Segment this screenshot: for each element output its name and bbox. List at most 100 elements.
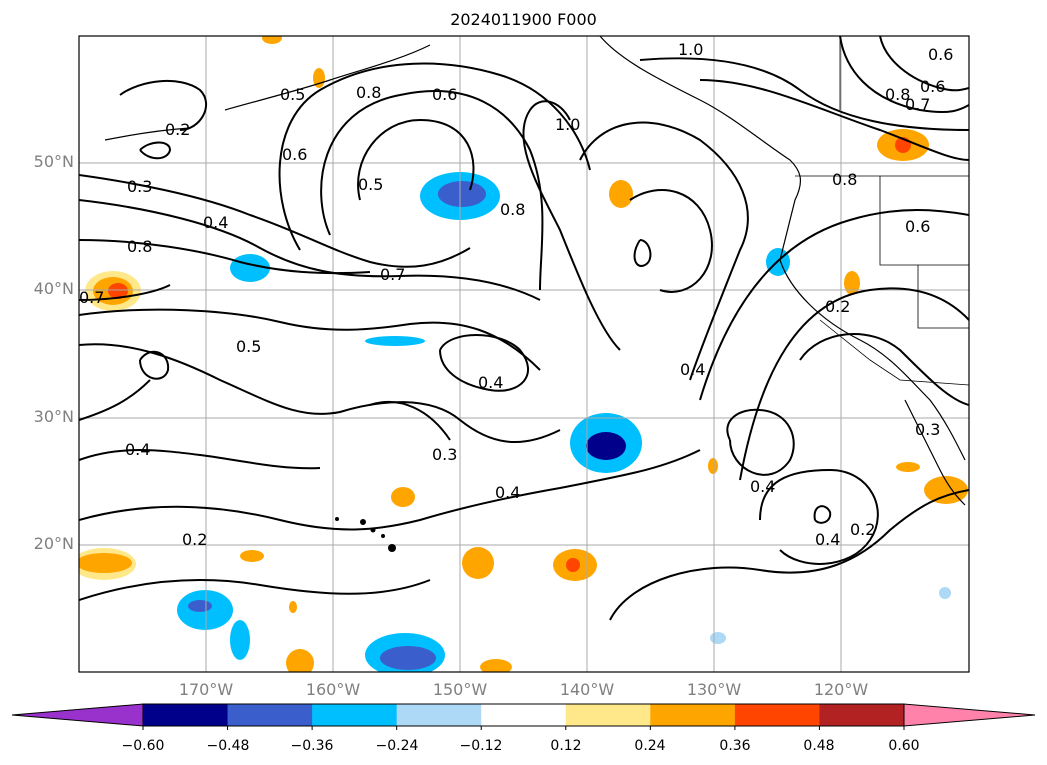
anomaly-blob [844, 271, 860, 295]
contour-line [79, 199, 541, 301]
contour-line [879, 36, 969, 92]
lon-label-130w: 130°W [686, 680, 742, 699]
lat-label-20n: 20°N [33, 534, 74, 553]
colorbar-tick-label: −0.48 [206, 738, 250, 754]
island [381, 534, 385, 538]
map-frame-content: 0.2 0.5 0.6 0.8 0.6 1.0 1.0 0.6 0.7 0.8 … [79, 36, 969, 672]
contour-line [726, 408, 795, 476]
colorbar-tick-label: 0.24 [634, 738, 666, 754]
contour-line [579, 121, 749, 381]
anomaly-blob [230, 620, 250, 660]
colorbar-segment [396, 704, 482, 726]
lat-label-30n: 30°N [33, 407, 74, 426]
contour-label: 0.2 [850, 520, 875, 539]
colorbar-segment [734, 704, 820, 726]
contour-line [369, 400, 451, 441]
map-border [78, 35, 970, 673]
contour-line [609, 489, 969, 621]
contour-label: 0.8 [356, 83, 381, 102]
colorbar-tick-label: 0.60 [888, 738, 920, 754]
shaded-anomalies [79, 36, 968, 672]
contour-line [79, 284, 171, 301]
colorbar-extend-max [903, 703, 1036, 727]
contour-line [79, 174, 471, 268]
colorbar-tick-label: 0.36 [719, 738, 751, 754]
island [388, 544, 396, 552]
contour-lines [79, 36, 969, 621]
anomaly-blob [586, 432, 626, 460]
contour-line [813, 505, 832, 524]
contour-line [699, 209, 969, 401]
colorbar-outline [142, 703, 905, 727]
contour-label: 0.6 [905, 217, 930, 236]
contour-label: 0.5 [236, 337, 261, 356]
anomaly-blob [939, 587, 951, 599]
contour-line [739, 287, 969, 481]
contour-label: 0.8 [127, 237, 152, 256]
border-line [819, 319, 969, 386]
colorbar-segment [819, 704, 905, 726]
contour-label: 0.5 [358, 175, 383, 194]
colorbar-segment [312, 704, 398, 726]
colorbar-tick-label: −0.36 [290, 738, 334, 754]
coastline [104, 127, 191, 141]
contour-line [79, 449, 701, 531]
contour-label: 0.4 [750, 477, 775, 496]
contour-label: 0.3 [915, 420, 940, 439]
contour-label: 0.8 [500, 200, 525, 219]
anomaly-blob [609, 180, 633, 208]
contour-label: 0.6 [928, 45, 953, 64]
contour-line [119, 79, 207, 131]
lat-label-40n: 40°N [33, 279, 74, 298]
contour-label: 0.5 [280, 85, 305, 104]
contour-label: 0.2 [825, 297, 850, 316]
contour-line [759, 468, 879, 565]
island [335, 517, 339, 521]
coastline [224, 44, 431, 111]
anomaly-blob [566, 558, 580, 572]
anomaly-blob [79, 553, 132, 573]
lon-label-140w: 140°W [559, 680, 615, 699]
contour-label: 0.3 [432, 445, 457, 464]
colorbar-tick-label: 0.12 [550, 738, 582, 754]
contour-line [79, 379, 151, 421]
map-title: 2024011900 F000 [450, 10, 597, 29]
colorbar-extend-min [11, 703, 144, 727]
colorbar-segment [143, 704, 229, 726]
contour-line [320, 90, 544, 291]
contour-line [699, 79, 969, 161]
anomaly-blob [188, 600, 212, 612]
colorbar-segment [565, 704, 651, 726]
contour-label: 0.6 [432, 85, 457, 104]
lon-label-160w: 160°W [305, 680, 361, 699]
contour-label: 0.4 [478, 373, 503, 392]
contour-label: 0.8 [832, 170, 857, 189]
contour-label: 0.2 [165, 120, 190, 139]
contour-line [79, 308, 541, 371]
contour-label: 0.4 [125, 440, 150, 459]
lon-label-120w: 120°W [813, 680, 869, 699]
contour-line [79, 579, 431, 601]
contour-line [639, 57, 969, 131]
border-line [879, 176, 969, 266]
contour-label: 0.7 [79, 288, 104, 307]
anomaly-blob [262, 36, 282, 44]
contour-line [139, 350, 170, 380]
contour-label: 0.6 [920, 77, 945, 96]
island [360, 519, 366, 525]
contour-label: 0.7 [380, 265, 405, 284]
anomaly-blob [240, 550, 264, 562]
contour-label: 0.4 [680, 360, 705, 379]
coastlines [104, 36, 966, 506]
contour-line [439, 334, 530, 392]
contour-label: 0.7 [905, 95, 930, 114]
coastline [904, 399, 966, 506]
anomaly-blob [708, 458, 718, 474]
anomaly-blob [391, 487, 415, 507]
contour-label: 1.0 [678, 40, 703, 59]
contour-label: 0.4 [495, 483, 520, 502]
island [370, 527, 376, 533]
contour-label: 0.2 [182, 530, 207, 549]
colorbar [11, 703, 1036, 730]
lon-label-170w: 170°W [178, 680, 234, 699]
